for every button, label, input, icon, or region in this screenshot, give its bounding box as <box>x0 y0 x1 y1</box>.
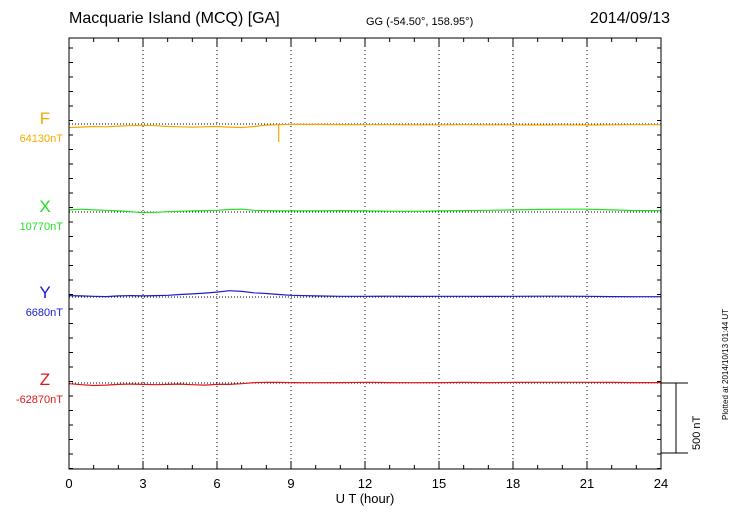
x-tick-label: 6 <box>213 476 220 491</box>
series-name-f: F <box>40 109 50 128</box>
series-line-z <box>68 381 661 387</box>
page-title: Macquarie Island (MCQ) [GA] <box>69 10 280 27</box>
series-baseline-y: 6680nT <box>26 307 64 319</box>
vertical-grid-lines <box>142 38 588 469</box>
series-line-f <box>68 123 661 129</box>
series-baseline-x: 10770nT <box>20 221 64 233</box>
station-coordinates: GG (-54.50°, 158.95°) <box>366 16 474 28</box>
series-name-x: X <box>39 197 50 216</box>
x-tick-label: 21 <box>580 476 594 491</box>
x-tick-label: 9 <box>287 476 294 491</box>
plotted-timestamp: Plotted at 2014/10/13 01:44 UT <box>721 308 730 420</box>
series-name-z: Z <box>40 370 50 389</box>
x-tick-label: 24 <box>654 476 668 491</box>
x-tick-label: 15 <box>432 476 446 491</box>
x-axis-label: U T (hour) <box>336 491 395 506</box>
x-tick-labels: 0 3 6 9 12 15 18 21 24 <box>65 476 668 491</box>
x-tick-label: 12 <box>358 476 372 491</box>
chart-date: 2014/09/13 <box>589 10 670 27</box>
x-tick-label: 0 <box>65 476 72 491</box>
series-baseline-z: -62870nT <box>16 394 63 406</box>
scale-bar <box>661 382 688 454</box>
axis-ticks <box>68 38 662 469</box>
series-name-y: Y <box>39 283 50 302</box>
series-baseline-f: 64130nT <box>20 133 64 145</box>
x-tick-label: 18 <box>506 476 520 491</box>
series-line-x <box>68 208 661 214</box>
series-labels: F 64130nT X 10770nT Y 6680nT Z -62870nT <box>16 109 63 406</box>
x-tick-label: 3 <box>139 476 146 491</box>
scale-bar-label: 500 nT <box>691 415 703 450</box>
series-lines <box>68 123 661 387</box>
series-line-y <box>68 290 661 298</box>
